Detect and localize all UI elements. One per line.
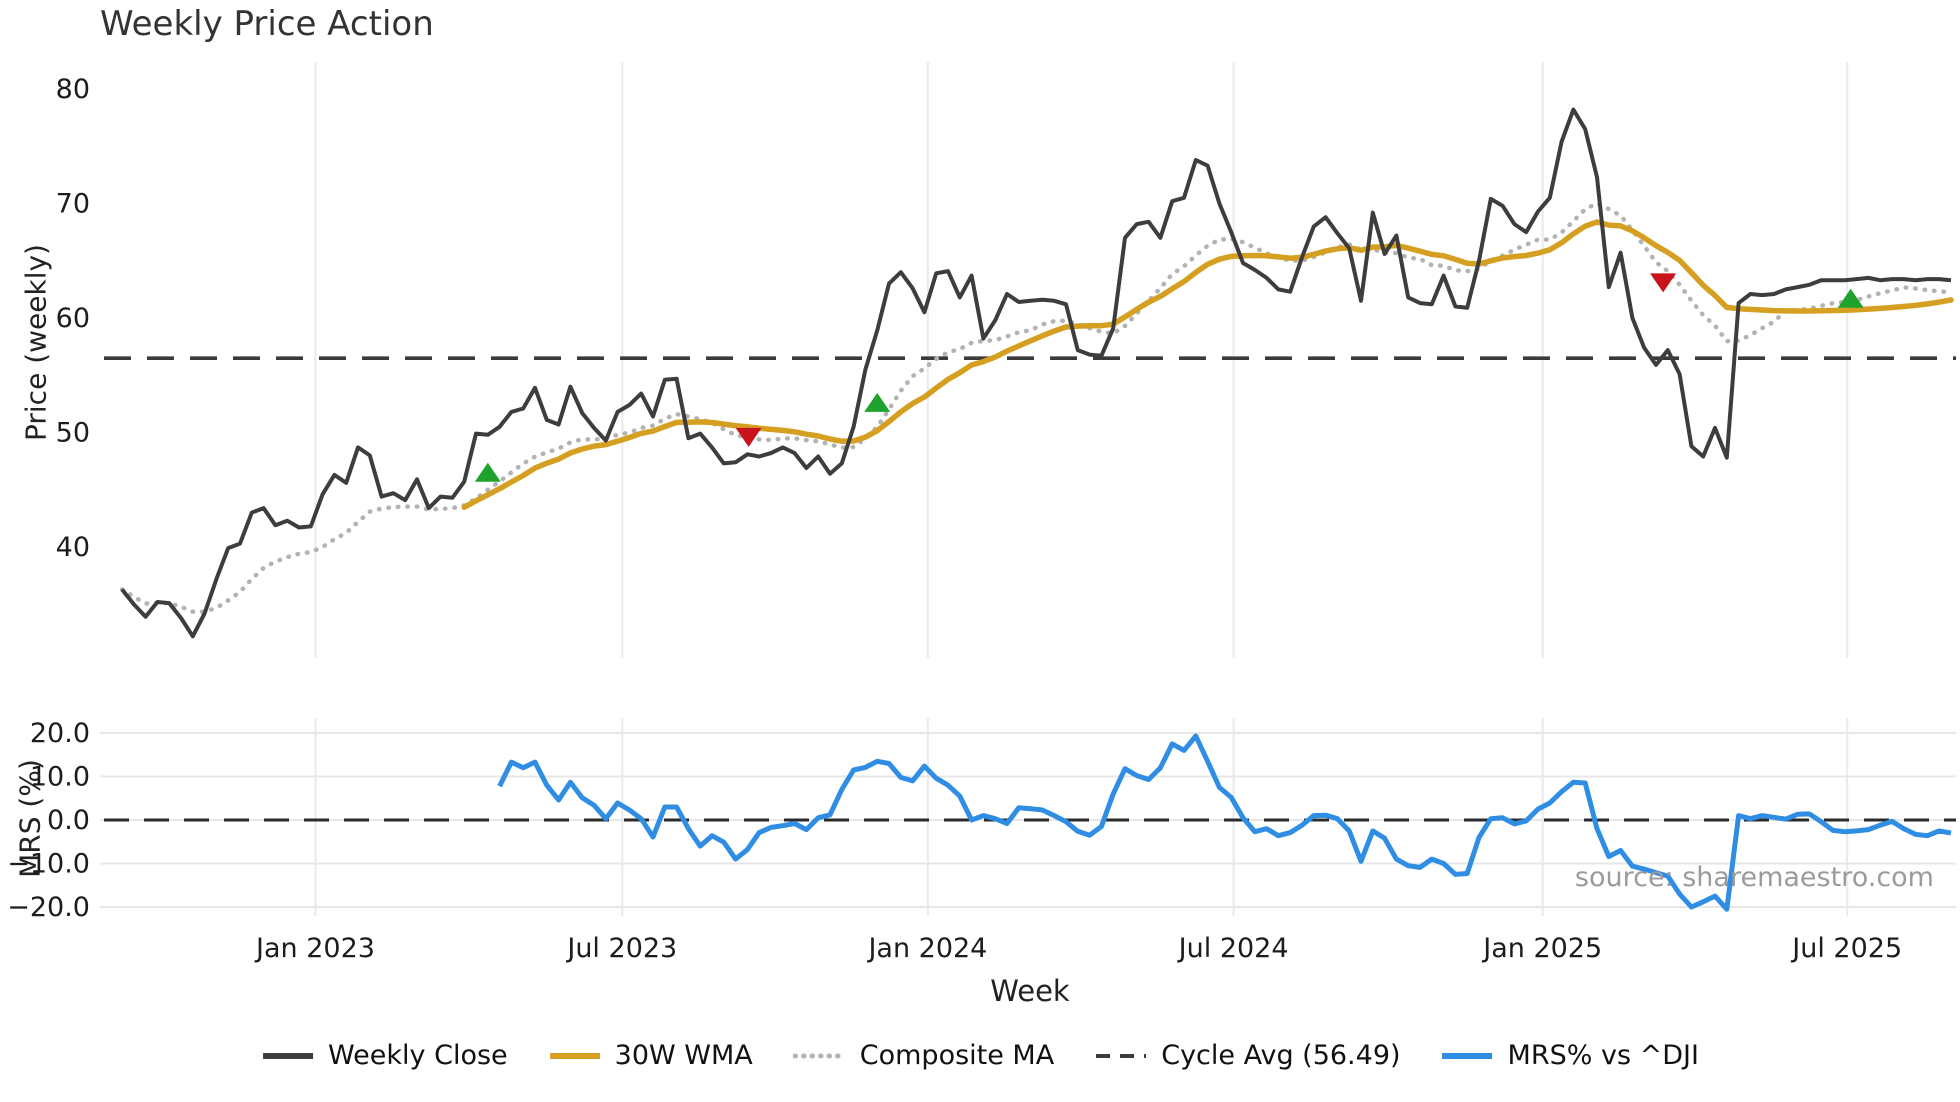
y-tick-label-mrs: −10.0 [7,849,90,880]
legend-label: Weekly Close [328,1040,508,1071]
red-down-marker [1650,273,1677,293]
legend-item: Weekly Close [261,1040,508,1071]
y-tick-label-price: 80 [56,74,90,105]
x-tick-label: Jul 2023 [565,933,677,964]
y-tick-label-mrs: −20.0 [7,892,90,923]
source-credit: source: sharemaestro.com [1574,862,1934,893]
green-up-marker [474,462,501,482]
y-tick-label-price: 40 [56,532,90,563]
legend: Weekly Close 30W WMA Composite MA Cycle Avg… [261,1040,1699,1071]
legend-item: Cycle Avg (56.49) [1094,1040,1401,1071]
y-tick-label-mrs: 10.0 [30,762,90,793]
legend-label: 30W WMA [614,1040,753,1071]
y-tick-label-price: 50 [56,418,90,449]
legend-label: Composite MA [859,1040,1055,1071]
y-tick-label-mrs: 20.0 [30,718,90,749]
legend-item: 30W WMA [548,1040,753,1071]
y-tick-label-mrs: 0.0 [47,805,90,836]
y-tick-label-price: 70 [56,189,90,220]
dashed-line-swatch-icon [1096,1053,1147,1058]
solid-line-swatch-icon [263,1052,314,1059]
green-up-marker [1837,288,1864,308]
red-down-marker [735,427,762,447]
legend-item: Composite MA [792,1040,1055,1071]
x-axis-label: Week [990,974,1070,1008]
y-tick-label-price: 60 [56,303,90,334]
legend-item: MRS% vs ^DJI [1441,1040,1699,1071]
wma-30w-line [461,219,1954,510]
x-tick-label: Jan 2023 [254,933,375,964]
page-title: Weekly Price Action [100,4,434,44]
dotted-line-swatch-icon [792,1053,847,1058]
mrs-axis-label: MRS (%) [13,759,47,878]
x-tick-label: Jul 2024 [1177,933,1289,964]
x-tick-label: Jan 2024 [866,933,987,964]
legend-label: Cycle Avg (56.49) [1161,1040,1401,1071]
x-tick-label: Jan 2025 [1481,933,1602,964]
mrs-line [497,733,1952,912]
legend-label: MRS% vs ^DJI [1507,1040,1699,1071]
solid-line-swatch-icon [1442,1052,1493,1059]
solid-line-swatch-icon [549,1052,600,1059]
composite-ma-line [119,200,1954,615]
weekly-close-line [120,107,1952,639]
price-axis-label: Price (weekly) [19,244,53,441]
green-up-marker [864,392,891,412]
x-tick-label: Jul 2025 [1790,933,1902,964]
